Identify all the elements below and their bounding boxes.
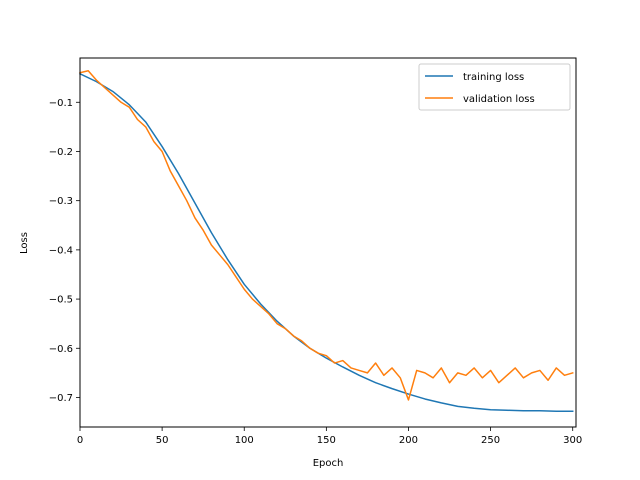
y-tick-label: −0.3 xyxy=(49,196,73,207)
y-tick-label: −0.7 xyxy=(49,393,73,404)
legend-label-training-loss: training loss xyxy=(463,72,524,83)
series-line-validation-loss xyxy=(79,70,574,401)
y-tick-label: −0.2 xyxy=(49,147,73,158)
plot-area xyxy=(78,57,577,428)
y-tick-label: −0.5 xyxy=(49,295,73,306)
x-axis-label: Epoch xyxy=(313,458,344,469)
x-tick-label: 250 xyxy=(481,435,500,446)
x-tick-label: 150 xyxy=(317,435,336,446)
x-tick-label: 0 xyxy=(77,435,83,446)
y-tick-label: −0.1 xyxy=(49,98,73,109)
y-tick-label: −0.6 xyxy=(49,344,73,355)
y-axis-label: Loss xyxy=(19,232,30,254)
y-tick-label: −0.4 xyxy=(49,245,73,256)
legend: training loss validation loss xyxy=(418,63,571,111)
axes-frame xyxy=(79,57,577,428)
legend-box xyxy=(418,63,571,111)
series-line-training-loss xyxy=(78,72,574,413)
series-layer xyxy=(78,70,574,413)
y-axis-ticks: −0.1 −0.2 −0.3 −0.4 −0.5 −0.6 −0.7 xyxy=(49,98,80,404)
x-tick-label: 300 xyxy=(563,435,582,446)
legend-label-validation-loss: validation loss xyxy=(463,94,535,105)
x-axis-ticks: 0 50 100 150 200 250 300 xyxy=(77,427,582,446)
x-tick-label: 200 xyxy=(399,435,418,446)
x-tick-label: 100 xyxy=(235,435,254,446)
x-tick-label: 50 xyxy=(156,435,169,446)
